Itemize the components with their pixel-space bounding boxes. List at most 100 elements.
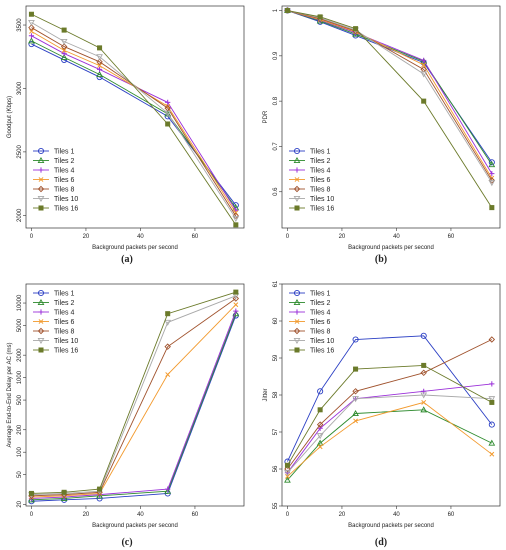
legend-label: Tiles 6 <box>310 319 330 326</box>
x-tick-label: 60 <box>192 512 199 518</box>
series-tiles-1 <box>284 7 495 166</box>
series-tiles-10 <box>284 392 496 477</box>
legend-label: Tiles 1 <box>310 149 330 156</box>
panel-caption: (a) <box>121 254 133 265</box>
y-tick-label: 0.8 <box>273 96 279 105</box>
data-point <box>28 37 35 44</box>
series-tiles-16 <box>284 362 495 468</box>
legend-label: Tiles 8 <box>54 187 74 194</box>
x-tick-label: 0 <box>286 234 290 240</box>
data-point <box>489 205 495 211</box>
y-tick-label: 1000 <box>17 370 23 384</box>
data-point <box>488 439 496 446</box>
data-point <box>421 362 427 368</box>
y-tick-label: 3500 <box>17 18 23 32</box>
y-tick-label: 55 <box>273 502 279 509</box>
data-point <box>317 14 323 20</box>
series-line <box>31 43 237 206</box>
series-tiles-4 <box>28 33 239 213</box>
legend-label: Tiles 6 <box>310 177 330 184</box>
legend: Tiles 1 Tiles 2 Tiles 4 Tiles 6 Tiles 8 Tiles… <box>289 147 334 213</box>
panel-caption: (b) <box>375 254 387 265</box>
data-point <box>96 70 103 78</box>
data-point <box>60 38 68 46</box>
data-point <box>284 470 291 477</box>
legend-label: Tiles 1 <box>54 291 74 298</box>
data-point <box>420 71 428 78</box>
legend-label: Tiles 2 <box>54 300 74 307</box>
series-tiles-1 <box>284 332 495 465</box>
plot-frame <box>25 5 245 229</box>
data-point <box>317 407 323 413</box>
series-line <box>31 298 237 497</box>
data-point <box>61 489 67 495</box>
y-tick-label: 10000 <box>17 294 23 311</box>
legend-marker <box>37 327 45 335</box>
data-point <box>61 27 67 33</box>
data-point <box>420 392 428 399</box>
x-tick-label: 20 <box>339 234 346 240</box>
series-line <box>287 10 493 165</box>
data-point <box>28 24 35 31</box>
y-tick-label: 60 <box>273 317 279 324</box>
series-line <box>31 27 237 217</box>
data-point <box>489 399 495 405</box>
data-point <box>420 406 428 413</box>
data-point <box>233 289 239 295</box>
data-point <box>164 343 171 350</box>
y-axis-label: PDR <box>263 110 269 123</box>
x-axis-label: Background packets per second <box>348 245 434 251</box>
legend: Tiles 1 Tiles 2 Tiles 4 Tiles 6 Tiles 8 Tiles… <box>33 289 78 355</box>
y-tick-label: 0.9 <box>273 51 279 60</box>
data-point <box>97 486 103 492</box>
data-point <box>316 433 324 440</box>
data-point <box>28 33 35 39</box>
y-tick-label: 58 <box>273 391 279 398</box>
data-point <box>317 388 324 395</box>
legend-marker <box>294 167 300 173</box>
legend-marker <box>294 347 300 353</box>
legend-marker <box>38 319 44 324</box>
data-point <box>233 302 239 308</box>
series-tiles-6 <box>285 399 495 479</box>
x-tick-label: 60 <box>448 512 455 518</box>
plot-frame <box>25 283 245 507</box>
series-line <box>287 335 493 462</box>
data-point <box>165 99 171 106</box>
data-point <box>28 11 34 17</box>
y-tick-label: 0.7 <box>273 142 279 151</box>
chart-panel-3: 0 20 40 60 20 50 100 200 500 1000 2000 5000 10000 Bac… <box>7 283 245 548</box>
legend-marker <box>37 185 45 193</box>
y-tick-label: 500 <box>17 394 23 405</box>
y-tick-label: 1 <box>273 8 279 12</box>
x-axis-label: Background packets per second <box>348 523 434 529</box>
data-point <box>232 295 240 302</box>
series-tiles-2 <box>284 406 496 483</box>
series-tiles-10 <box>28 19 240 223</box>
legend-marker <box>38 167 44 173</box>
data-point <box>232 215 240 223</box>
legend-marker <box>293 298 301 306</box>
series-tiles-8 <box>284 336 496 473</box>
data-point <box>488 180 496 187</box>
x-tick-label: 40 <box>393 512 400 518</box>
legend-label: Tiles 6 <box>54 319 74 326</box>
data-point <box>29 28 34 34</box>
legend-marker <box>294 319 300 324</box>
legend-label: Tiles 2 <box>310 158 330 165</box>
data-point <box>352 336 359 343</box>
legend-marker <box>37 298 45 306</box>
data-point <box>96 66 103 73</box>
data-point <box>164 319 172 326</box>
legend-marker <box>293 156 301 164</box>
legend-marker <box>37 289 45 297</box>
data-point <box>284 8 290 14</box>
legend-label: Tiles 4 <box>54 168 74 175</box>
series-line <box>287 364 493 466</box>
legend-marker <box>294 309 300 315</box>
data-point <box>60 53 68 60</box>
data-point <box>421 399 427 405</box>
series-line <box>287 10 493 183</box>
data-point <box>285 473 290 479</box>
